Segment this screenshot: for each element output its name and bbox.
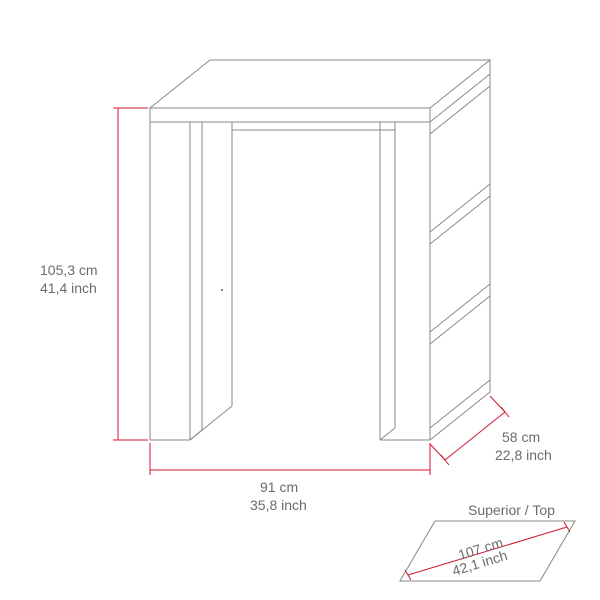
top-callout: Superior / Top 107 cm 42,1 inch	[400, 502, 575, 581]
dim-depth-inch: 22,8 inch	[495, 447, 552, 463]
dim-depth: 58 cm 22,8 inch	[430, 396, 552, 465]
dim-height-cm: 105,3 cm	[40, 262, 98, 278]
dim-depth-cm: 58 cm	[502, 429, 540, 445]
dim-height: 105,3 cm 41,4 inch	[40, 108, 148, 440]
dim-width: 91 cm 35,8 inch	[150, 443, 430, 513]
dim-height-inch: 41,4 inch	[40, 280, 97, 296]
furniture-drawing	[150, 60, 490, 440]
dim-width-cm: 91 cm	[260, 479, 298, 495]
top-label: Superior / Top	[468, 502, 555, 518]
dimensions: 105,3 cm 41,4 inch 91 cm 35,8 inch 58 cm…	[40, 108, 552, 513]
dim-width-inch: 35,8 inch	[250, 497, 307, 513]
